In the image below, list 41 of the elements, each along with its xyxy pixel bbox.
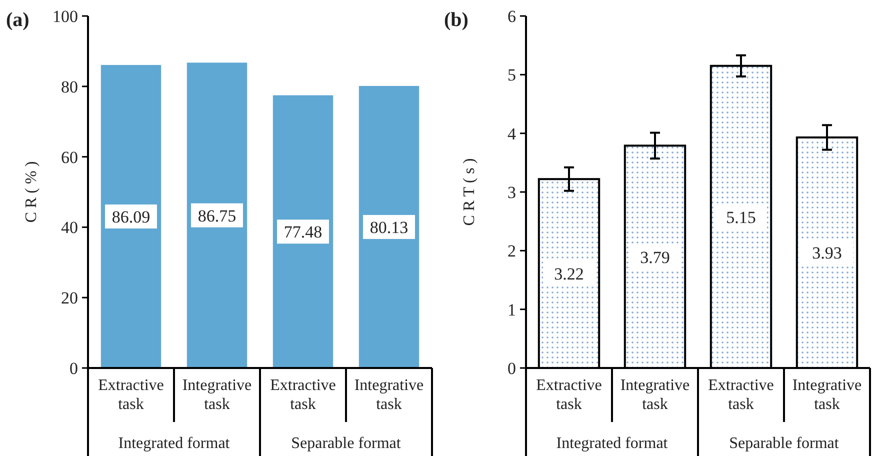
text: Integrated format <box>556 435 668 452</box>
y-tick-label: 5 <box>508 66 516 85</box>
y-tick-label: 80 <box>61 77 78 96</box>
chart-title: (b) <box>444 9 468 31</box>
x-tick-label: Integrative task <box>354 377 424 413</box>
y-tick-label: 60 <box>61 148 78 167</box>
data-label: 3.93 <box>812 244 842 263</box>
x-tick-label: Extractive task <box>536 377 602 413</box>
bar <box>100 64 162 368</box>
x-tick-label: Integrative task <box>182 377 252 413</box>
y-tick-label: 0 <box>70 359 78 378</box>
data-label: 77.48 <box>284 222 322 242</box>
bar <box>358 86 420 368</box>
x-tick-label: Integrative task <box>792 377 862 413</box>
x-tick-label: Extractive task <box>708 377 774 413</box>
y-tick-label: 6 <box>508 7 516 26</box>
y-axis-title: C R T ( s ) <box>461 158 478 226</box>
y-tick-label: 4 <box>508 124 516 144</box>
y-tick-label: 0 <box>508 359 516 378</box>
y-tick-label: 3 <box>508 183 516 202</box>
data-label: 3.79 <box>640 248 670 267</box>
y-tick-label: 2 <box>508 242 516 261</box>
x-tick-label: Extractive task <box>270 377 336 413</box>
text: Separable format <box>291 435 402 452</box>
text: Separable format <box>729 435 840 452</box>
y-axis-title: C R ( % ) <box>23 161 40 223</box>
text: Integrated format <box>118 435 230 452</box>
y-tick-label: 1 <box>508 300 516 320</box>
data-label: 3.22 <box>554 264 584 284</box>
y-tick-label: 40 <box>61 218 78 238</box>
x-tick-label: Integrative task <box>620 377 690 413</box>
bar <box>272 95 334 368</box>
y-tick-label: 100 <box>52 7 78 26</box>
chart-title: (a) <box>6 9 30 31</box>
data-label: 80.13 <box>370 218 408 237</box>
x-tick-label: Extractive task <box>98 377 164 413</box>
data-label: 86.09 <box>112 207 150 226</box>
data-label: 86.75 <box>198 206 236 226</box>
data-label: 5.15 <box>726 208 756 227</box>
bar <box>186 62 248 368</box>
y-tick-label: 20 <box>61 288 78 308</box>
